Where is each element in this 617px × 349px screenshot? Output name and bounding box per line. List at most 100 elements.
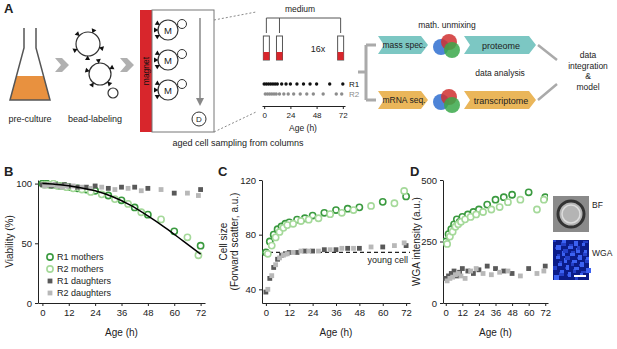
data-point <box>99 185 104 190</box>
data-point <box>291 250 296 255</box>
data-point <box>506 269 511 274</box>
arrow <box>55 58 69 72</box>
y-axis-tick: 250 <box>421 236 443 247</box>
tick-label: 24 <box>90 307 101 318</box>
data-point <box>473 211 479 217</box>
x-axis-tick: 48 <box>507 303 518 318</box>
wga-signal <box>557 254 560 256</box>
step-label: aged cell sampling from columns <box>172 138 304 148</box>
x-axis-tick: 24 <box>474 303 485 318</box>
wga-signal <box>569 244 573 246</box>
flow-arrow <box>199 18 201 100</box>
wga-signal <box>578 255 582 260</box>
tick-mark <box>383 303 384 306</box>
bud <box>108 88 118 98</box>
ome-box <box>464 36 536 54</box>
flask <box>10 28 50 100</box>
x-axis: 0122436486072 <box>39 303 207 318</box>
data-point <box>402 240 407 245</box>
panel-label: B <box>4 164 13 179</box>
tick-label: 0 <box>264 307 269 318</box>
bead <box>155 65 160 69</box>
sample-dot <box>308 82 311 85</box>
x-axis-tick: 24 <box>90 303 101 318</box>
data-point <box>517 197 523 203</box>
data-point <box>526 266 531 271</box>
data-point <box>368 203 374 209</box>
ome-label: transcriptome <box>474 96 529 106</box>
panel-label: D <box>410 164 419 179</box>
data-point <box>459 274 464 279</box>
y-axis-tick: 0 <box>432 298 443 309</box>
wga-signal <box>580 262 584 267</box>
sample-dot <box>305 92 308 95</box>
sample-dot <box>278 92 281 95</box>
sample-dot <box>274 92 277 95</box>
ome-label: proteome <box>482 41 520 51</box>
wga-signal <box>568 246 573 249</box>
data-point <box>273 262 278 267</box>
legend-label: R1 daughters <box>57 276 112 286</box>
data-point <box>334 247 339 252</box>
panel-label: C <box>218 164 228 179</box>
y-axis: 050100 <box>16 178 38 308</box>
column-icon <box>263 36 269 60</box>
medium-label: medium <box>285 4 315 14</box>
y-axis-tick: 500 <box>421 175 443 186</box>
data-point <box>265 287 270 292</box>
data-point <box>535 271 540 276</box>
tick-label: 0 <box>40 307 45 318</box>
integration-label: integration <box>568 61 608 71</box>
data-point <box>493 266 498 271</box>
chart: D01224364860720250500Age (h)WGA intensit… <box>410 164 613 338</box>
data-point <box>541 269 546 274</box>
axis-title: Age (h) <box>479 327 512 338</box>
column-magnet-icon <box>338 52 344 60</box>
y-axis-tick: 40 <box>245 284 262 295</box>
tick-mark <box>406 303 407 306</box>
data-point <box>196 193 201 198</box>
tick-mark <box>462 303 463 306</box>
data-point <box>351 246 356 251</box>
mother-cell <box>158 80 178 100</box>
arrow <box>120 58 134 72</box>
tick-label: 72 <box>401 307 412 318</box>
tick-label: 36 <box>491 307 502 318</box>
data-point <box>480 209 486 215</box>
sample-dot <box>328 82 331 85</box>
image-label: WGA <box>592 248 613 258</box>
data-point <box>369 245 374 250</box>
wga-signal <box>559 261 562 263</box>
axis-title: Cell size <box>218 222 229 260</box>
y-axis-tick: 80 <box>245 229 262 240</box>
wga-signal <box>570 253 575 256</box>
x-axis-tick: 36 <box>331 303 342 318</box>
data-point <box>460 266 465 271</box>
bead <box>155 50 160 55</box>
data-point <box>132 185 137 190</box>
tick-label: 0 <box>27 298 32 309</box>
bead <box>72 49 77 54</box>
tick-label: 0 <box>432 298 437 309</box>
mother-label: M <box>164 25 172 36</box>
sample-dot <box>287 92 290 95</box>
sample-dot <box>341 82 344 85</box>
x-axis-tick: 72 <box>540 303 551 318</box>
bead <box>89 82 94 87</box>
data-point <box>509 192 515 198</box>
axis-title: (Forward scatter, a.u.) <box>229 193 240 291</box>
bead <box>155 95 160 99</box>
data-point <box>505 199 511 205</box>
sample-dot <box>292 92 295 95</box>
bead <box>155 80 160 85</box>
tick-label: 500 <box>421 175 437 186</box>
data-point <box>126 186 131 191</box>
step-label: bead-labeling <box>68 114 122 124</box>
tick-mark <box>336 303 337 306</box>
legend: R1 mothersR2 mothersR1 daughtersR2 daugh… <box>47 252 112 298</box>
axis-title: Viability (%) <box>4 215 15 268</box>
wga-signal <box>554 275 559 280</box>
tick-mark <box>359 303 360 306</box>
y-axis-tick: 120 <box>240 175 262 186</box>
tick-mark <box>42 303 43 306</box>
